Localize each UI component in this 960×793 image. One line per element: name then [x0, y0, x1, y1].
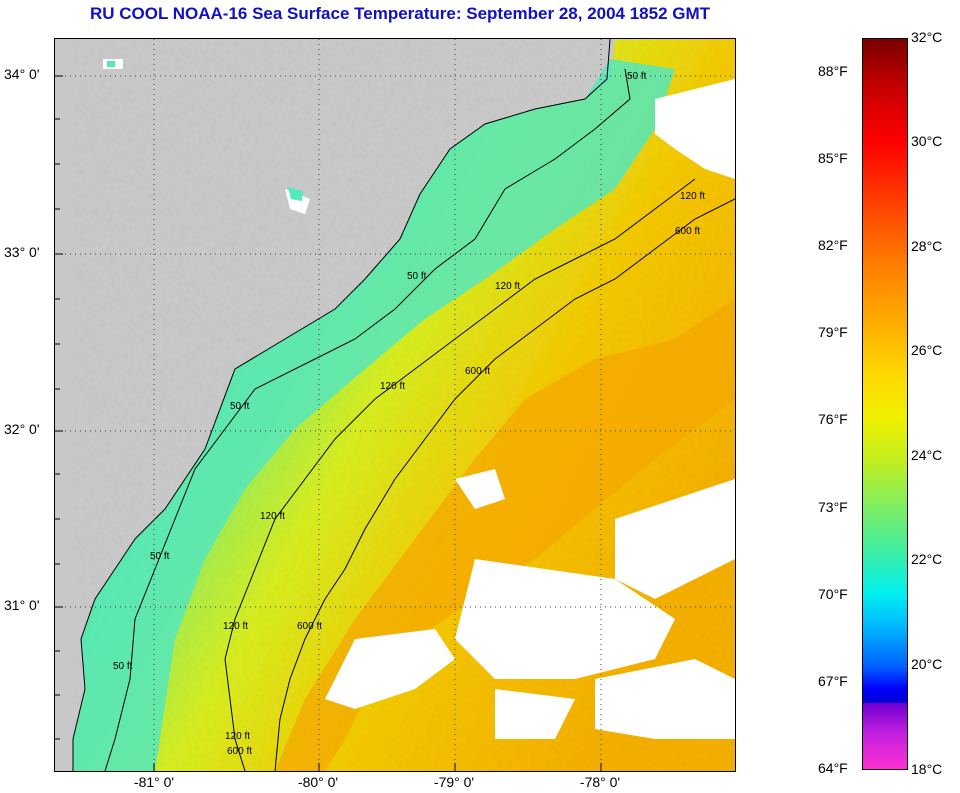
lon-label: -79° 0': [433, 774, 475, 790]
colorbar-f-label: 76°F: [818, 411, 848, 427]
colorbar-c-label: 20°C: [911, 656, 943, 672]
coastline: [72, 39, 611, 771]
lat-label: 32° 0': [4, 421, 40, 437]
contour-label-120: 120 ft: [495, 281, 520, 292]
contour-label-600: 600 ft: [465, 366, 490, 377]
graticule: [55, 39, 735, 771]
page-title: RU COOL NOAA-16 Sea Surface Temperature:…: [89, 4, 711, 23]
colorbar-f-label: 67°F: [818, 673, 848, 689]
lon-label: -78° 0': [579, 774, 621, 790]
contour-50ft: [104, 68, 631, 771]
lon-label: -81° 0': [133, 774, 175, 790]
colorbar-c-label: 28°C: [911, 238, 943, 254]
contour-label-120: 120 ft: [680, 191, 705, 202]
contour-600ft: [274, 198, 735, 771]
contour-label-50: 50 ft: [150, 551, 170, 562]
lat-label: 33° 0': [4, 244, 40, 260]
contour-label-600: 600 ft: [297, 621, 322, 632]
lat-label: 34° 0': [4, 66, 40, 82]
temperature-colorbar: [862, 38, 908, 770]
colorbar-c-label: 30°C: [911, 133, 943, 149]
colorbar-c-label: 26°C: [911, 342, 943, 358]
contour-label-50: 50 ft: [407, 271, 427, 282]
colorbar-c-label: 32°C: [911, 29, 943, 45]
colorbar-c-label: 22°C: [911, 551, 943, 567]
contour-label-50: 50 ft: [230, 401, 250, 412]
sst-map: 50 ft 50 ft 50 ft 50 ft 50 ft 120 ft 120…: [54, 38, 736, 772]
contour-label-50: 50 ft: [113, 661, 133, 672]
colorbar-f-label: 73°F: [818, 499, 848, 515]
colorbar-f-label: 79°F: [818, 324, 848, 340]
contour-label-120: 120 ft: [223, 621, 248, 632]
lon-label: -80° 0': [297, 774, 339, 790]
contour-label-120: 120 ft: [260, 511, 285, 522]
cloud-patches: [325, 79, 735, 739]
colorbar-f-label: 88°F: [818, 63, 848, 79]
lat-label: 31° 0': [4, 597, 40, 613]
colorbar-f-label: 70°F: [818, 586, 848, 602]
coastal-cool-band: [73, 59, 675, 771]
contour-label-600: 600 ft: [227, 746, 252, 757]
colorbar-f-label: 82°F: [818, 237, 848, 253]
contour-120ft: [224, 178, 696, 771]
contour-label-600: 600 ft: [675, 226, 700, 237]
colorbar-c-label: 24°C: [911, 447, 943, 463]
colorbar-f-label: 85°F: [818, 150, 848, 166]
colorbar-c-label: 18°C: [911, 761, 943, 777]
colorbar-f-label: 64°F: [818, 760, 848, 776]
contour-label-50: 50 ft: [627, 71, 647, 82]
contour-label-120: 120 ft: [225, 731, 250, 742]
sst-map-canvas: 50 ft 50 ft 50 ft 50 ft 50 ft 120 ft 120…: [55, 39, 735, 771]
contour-label-120: 120 ft: [380, 381, 405, 392]
depth-contours: [104, 68, 735, 771]
